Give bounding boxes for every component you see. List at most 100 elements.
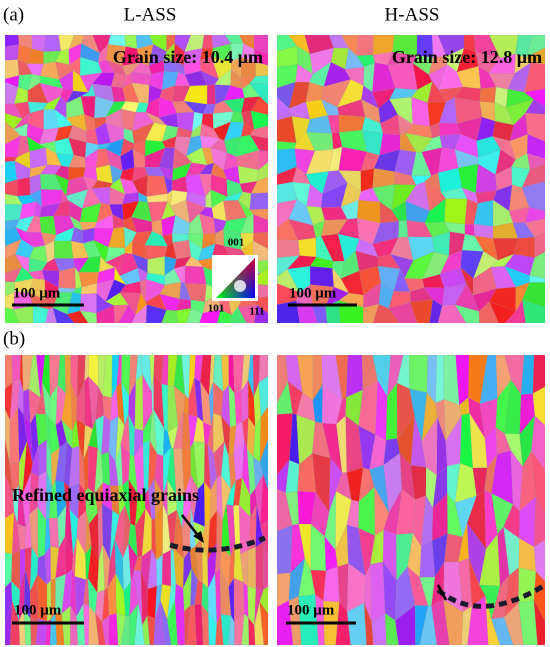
grain (356, 35, 374, 57)
panel-label: (b) (3, 328, 25, 349)
grain (467, 595, 489, 645)
grain (215, 614, 224, 645)
grain (298, 237, 317, 258)
grain (388, 301, 418, 323)
grain (323, 566, 340, 603)
grain (66, 310, 89, 323)
grain (94, 612, 106, 645)
grain (338, 114, 366, 133)
grain (32, 305, 49, 323)
ipf-legend: 001 101 111 (208, 237, 265, 318)
grain (363, 602, 374, 645)
grain (101, 614, 110, 645)
grain (174, 599, 186, 645)
scale-bar-label: 100 μm (287, 602, 335, 618)
grain (253, 49, 268, 66)
grain (147, 615, 156, 645)
grain (277, 600, 294, 645)
grain (435, 355, 445, 404)
annotation: Refined equiaxial grains (12, 485, 199, 505)
grain (113, 304, 129, 323)
grain (263, 541, 268, 590)
grain (45, 618, 52, 645)
grain (5, 307, 20, 323)
grain (175, 307, 192, 323)
grain (258, 355, 268, 383)
grain (161, 309, 179, 323)
grain-map (5, 35, 268, 323)
grain (69, 605, 79, 645)
ebsd-maps (5, 35, 545, 645)
grain (478, 301, 499, 323)
grain (249, 134, 268, 152)
panel-label: (a) (3, 4, 24, 25)
grain (444, 198, 468, 225)
grain (247, 546, 257, 589)
grain (491, 617, 514, 645)
grain (532, 355, 545, 394)
grain (58, 267, 76, 290)
grain (183, 604, 191, 645)
grain (410, 299, 434, 323)
grain (155, 553, 163, 587)
grain (398, 220, 409, 238)
grain (23, 608, 32, 645)
grain (79, 293, 97, 314)
grain (52, 307, 75, 323)
grain (309, 266, 335, 288)
ipf-label: 101 (208, 303, 225, 315)
grain (526, 153, 545, 170)
grain (314, 593, 325, 645)
grain (12, 305, 34, 323)
grain (479, 86, 497, 103)
grain (249, 83, 268, 105)
grain (134, 373, 144, 431)
grain (533, 600, 545, 645)
grain (277, 524, 293, 575)
grain (521, 163, 545, 189)
grain (518, 567, 537, 604)
grain (217, 309, 232, 323)
ipf-center (234, 280, 246, 292)
grain (429, 299, 443, 323)
grain (230, 306, 247, 323)
grain (134, 603, 145, 645)
grain (249, 192, 268, 210)
grain (76, 603, 86, 645)
scale-bar-label: 100 μm (14, 602, 62, 618)
grain (414, 605, 429, 645)
grain (521, 181, 545, 212)
grain (254, 601, 265, 645)
grain (249, 208, 268, 221)
grain (255, 62, 268, 77)
grain (485, 595, 501, 645)
grain (504, 299, 526, 323)
grain (201, 603, 210, 645)
grain (524, 218, 545, 238)
grain (408, 355, 429, 393)
grain (530, 415, 545, 470)
grain (503, 602, 524, 645)
grain (120, 615, 130, 645)
grain (534, 231, 545, 259)
scale-bar-label: 100 μm (13, 285, 61, 301)
grain (384, 612, 399, 645)
grain (61, 605, 71, 645)
grain (186, 307, 203, 323)
panel-title: L-ASS (124, 4, 177, 25)
grain (371, 612, 387, 645)
grain (288, 596, 302, 645)
grain (153, 600, 166, 645)
grain (522, 299, 545, 323)
grain (523, 62, 545, 93)
grain (88, 605, 100, 645)
boundary-curve (169, 535, 266, 553)
grain (518, 600, 538, 645)
grain (38, 439, 47, 477)
grain (419, 605, 438, 645)
grain (258, 149, 268, 171)
grain (220, 614, 232, 645)
grain (116, 613, 126, 645)
grain (234, 613, 245, 645)
